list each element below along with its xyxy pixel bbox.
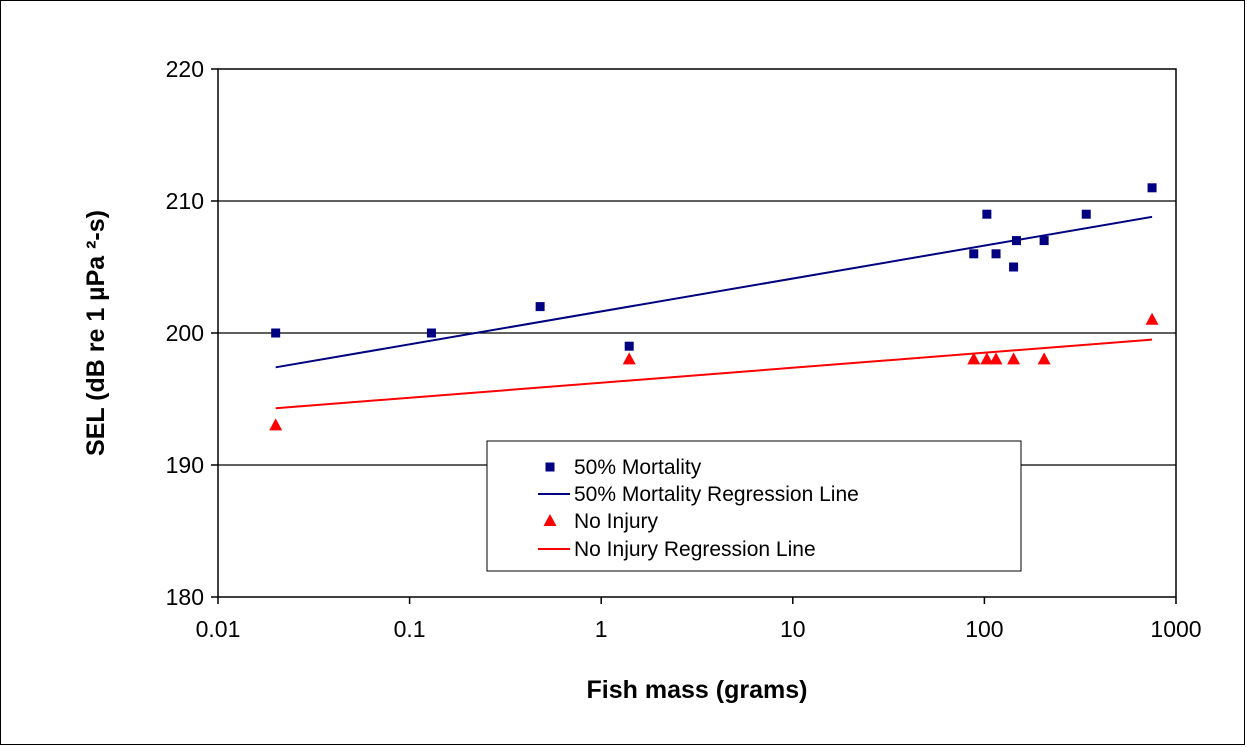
- mortality-point: [969, 249, 979, 259]
- mortality-point: [982, 209, 992, 219]
- mortality-point: [535, 302, 545, 312]
- mortality-point: [624, 341, 634, 351]
- axis-ticks: 180 190 200 210 220 0.01 0.1 1 10 100 1000: [166, 56, 1202, 642]
- x-tick-label: 0.1: [394, 616, 426, 642]
- mortality-point: [426, 328, 436, 338]
- no-injury-point: [980, 352, 994, 365]
- no-injury-point: [967, 352, 981, 365]
- y-axis-title: SEL (dB re 1 µPa ²-s): [82, 210, 110, 456]
- no-injury-point: [1145, 312, 1159, 325]
- no-injury-regression-line: [275, 338, 1153, 410]
- mortality-point: [1009, 262, 1019, 272]
- y-tick-label: 190: [166, 452, 204, 478]
- no-injury-point: [989, 352, 1003, 365]
- legend-box: [486, 440, 1022, 572]
- mortality-point: [991, 249, 1001, 259]
- x-axis-title: Fish mass (grams): [587, 676, 808, 704]
- mortality-point: [271, 328, 281, 338]
- gridlines: [218, 200, 1176, 466]
- x-tick-label: 10: [780, 616, 806, 642]
- no-injury-point: [1007, 352, 1021, 365]
- mortality-point: [1081, 209, 1091, 219]
- legend-symbol: [543, 514, 557, 526]
- legend-label: 50% Mortality: [574, 456, 702, 479]
- legend-label: No Injury Regression Line: [574, 538, 816, 561]
- legend-items: 50% Mortality 50% Mortality Regression Li…: [538, 456, 859, 561]
- y-tick-label: 200: [166, 320, 204, 346]
- mortality-point: [1011, 236, 1021, 246]
- mortality-point: [1039, 236, 1049, 246]
- legend: 50% Mortality 50% Mortality Regression Li…: [486, 440, 1022, 572]
- y-tick-label: 180: [166, 584, 204, 610]
- x-tick-label: 1000: [1150, 616, 1201, 642]
- legend-label: 50% Mortality Regression Line: [574, 483, 859, 506]
- legend-label: No Injury: [574, 510, 659, 533]
- no-injury-point: [269, 418, 283, 431]
- y-tick-label: 220: [166, 56, 204, 82]
- x-tick-label: 0.01: [196, 616, 241, 642]
- x-tick-label: 100: [965, 616, 1003, 642]
- mortality-point: [1147, 183, 1157, 193]
- no-injury-point: [1037, 352, 1051, 365]
- y-tick-label: 210: [166, 188, 204, 214]
- data-series: [269, 183, 1159, 431]
- x-tick-label: 1: [595, 616, 608, 642]
- no-injury-point: [622, 352, 636, 365]
- mortality-regression-line: [275, 215, 1153, 369]
- legend-symbol: [545, 462, 555, 472]
